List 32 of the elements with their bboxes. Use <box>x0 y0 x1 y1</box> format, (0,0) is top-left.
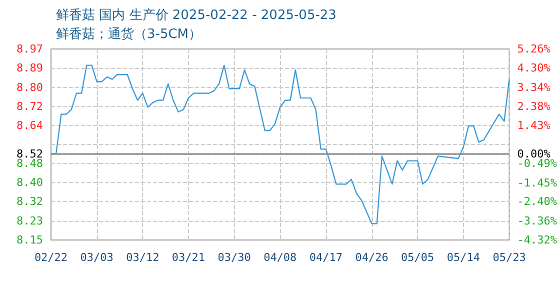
y2-tick-label: -4.32% <box>517 234 558 246</box>
line-series <box>50 64 510 224</box>
y-tick-label: 8.40 <box>16 176 43 190</box>
y2-tick-label: 1.43% <box>517 118 551 132</box>
y2-tick-label: -2.40% <box>517 195 558 208</box>
x-tick-label: 04/26 <box>355 251 388 264</box>
y-tick-label: 8.97 <box>16 42 43 56</box>
y2-tick-label: 3.34% <box>517 80 551 94</box>
y-tick-label: 8.64 <box>16 118 44 132</box>
x-tick-label: 03/12 <box>126 251 160 264</box>
y-tick-label: 8.80 <box>16 81 43 94</box>
chart-subtitle: 鲜香菇；通货（3-5CM） <box>56 27 202 42</box>
y-tick-label: 8.72 <box>16 100 43 113</box>
y-tick-label: 8.32 <box>16 194 43 208</box>
x-tick-label: 05/05 <box>401 251 434 264</box>
x-tick-label: 05/23 <box>492 251 526 264</box>
x-tick-label: 02/22 <box>34 251 68 264</box>
y2-tick-label: -1.45% <box>517 176 558 190</box>
x-tick-label: 04/08 <box>264 251 297 264</box>
y2-tick-label: 5.26% <box>517 42 551 56</box>
y2-tick-label: -3.36% <box>517 214 558 228</box>
x-tick-label: 03/03 <box>80 251 114 264</box>
y2-tick-label: 4.30% <box>517 62 551 75</box>
x-tick-label: 05/14 <box>446 251 480 264</box>
y-tick-label: 8.89 <box>16 62 43 75</box>
x-tick-label: 04/17 <box>309 251 343 264</box>
y-tick-label: 8.15 <box>16 234 43 246</box>
chart-title: 鲜香菇 国内 生产价 2025-02-22 - 2025-05-23 <box>56 8 336 23</box>
y2-tick-label: 2.38% <box>517 100 551 113</box>
x-tick-label: 03/21 <box>172 251 206 264</box>
x-tick-label: 03/30 <box>218 251 251 264</box>
y-tick-label: 8.23 <box>16 214 43 228</box>
